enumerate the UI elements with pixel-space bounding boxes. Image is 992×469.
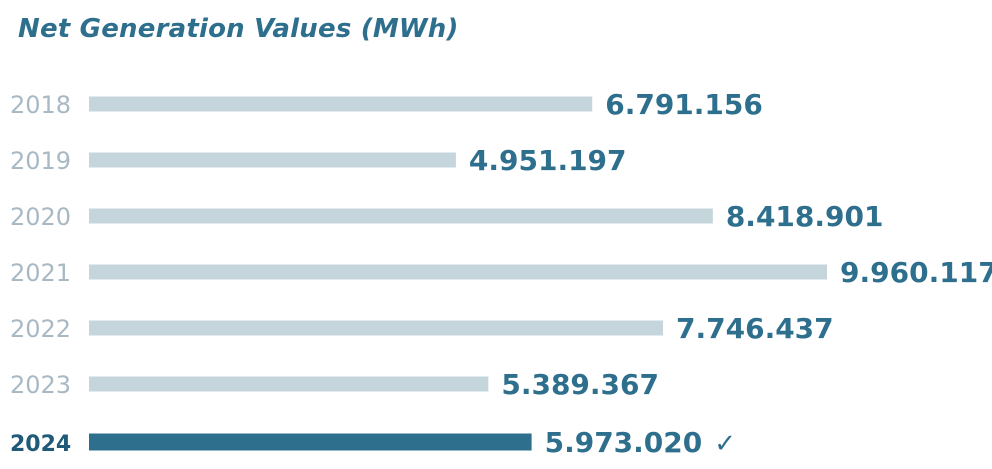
- bar-2018: [89, 96, 593, 112]
- category-label-2024: 2024: [10, 432, 71, 457]
- bar-2024: [89, 433, 532, 451]
- chart-title: Net Generation Values (MWh): [18, 14, 459, 44]
- bar-2021: [89, 264, 828, 280]
- value-label-2021: 9.960.117: [840, 256, 992, 289]
- value-label-2022: 7.746.437: [676, 312, 834, 345]
- value-label-2019: 4.951.197: [469, 144, 627, 177]
- category-label-2020: 2020: [10, 203, 71, 231]
- value-label-2023: 5.389.367: [501, 368, 659, 401]
- bar-2020: [89, 208, 713, 224]
- check-icon: ✓: [714, 429, 736, 459]
- category-label-2022: 2022: [10, 315, 71, 343]
- category-label-2023: 2023: [10, 371, 71, 399]
- bar-2023: [89, 376, 489, 392]
- value-label-2024: 5.973.020: [545, 426, 703, 459]
- value-label-2020: 8.418.901: [726, 200, 884, 233]
- category-label-2019: 2019: [10, 147, 71, 175]
- value-label-2018: 6.791.156: [605, 88, 763, 121]
- category-label-2021: 2021: [10, 259, 71, 287]
- bar-2022: [89, 320, 664, 336]
- bar-2019: [89, 152, 456, 168]
- category-label-2018: 2018: [10, 91, 71, 119]
